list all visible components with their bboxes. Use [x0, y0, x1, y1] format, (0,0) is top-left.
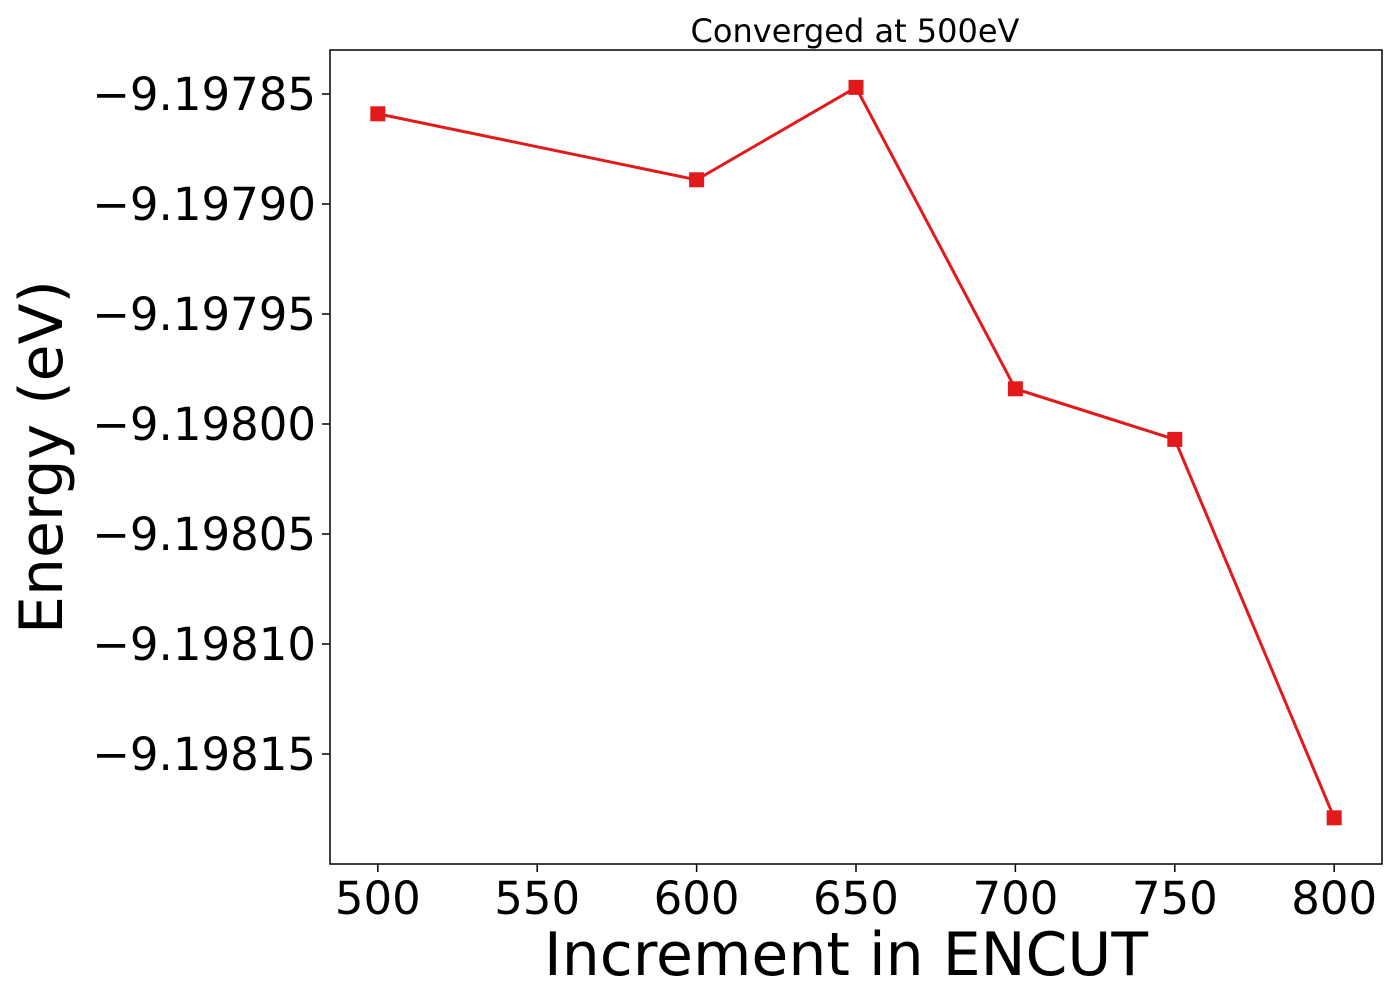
x-tick-label: 600 [654, 872, 740, 925]
plot-area-frame [329, 49, 1383, 865]
data-point-marker [848, 79, 864, 95]
y-tick-label: −9.19785 [92, 68, 316, 121]
y-tick-label: −9.19815 [92, 728, 316, 781]
series-layer [370, 79, 1342, 826]
data-point-marker [689, 172, 705, 188]
x-axis-ticks: 500 550 600 650 700 750 800 [335, 864, 1377, 925]
x-tick-label: 800 [1291, 872, 1377, 925]
series-line [377, 85, 1336, 819]
data-point-marker [1167, 431, 1183, 447]
y-tick-label: −9.19800 [92, 398, 316, 451]
y-axis-ticks: −9.19785 −9.19790 −9.19795 −9.19800 −9.19805… [92, 68, 330, 781]
x-tick-label: 500 [335, 872, 421, 925]
chart-title: Converged at 500eV [691, 12, 1020, 50]
x-tick-label: 750 [1132, 872, 1218, 925]
x-tick-label: 550 [494, 872, 580, 925]
x-axis-label: Increment in ENCUT [544, 920, 1148, 990]
x-tick-label: 700 [972, 872, 1058, 925]
data-point-marker [1326, 810, 1342, 826]
data-point-marker [1007, 381, 1023, 397]
y-tick-label: −9.19810 [92, 618, 316, 671]
y-tick-label: −9.19795 [92, 288, 316, 341]
y-axis-label: Energy (eV) [7, 280, 77, 634]
y-tick-label: −9.19805 [92, 508, 316, 561]
y-tick-label: −9.19790 [92, 178, 316, 231]
x-tick-label: 650 [813, 872, 899, 925]
data-point-marker [370, 106, 386, 122]
